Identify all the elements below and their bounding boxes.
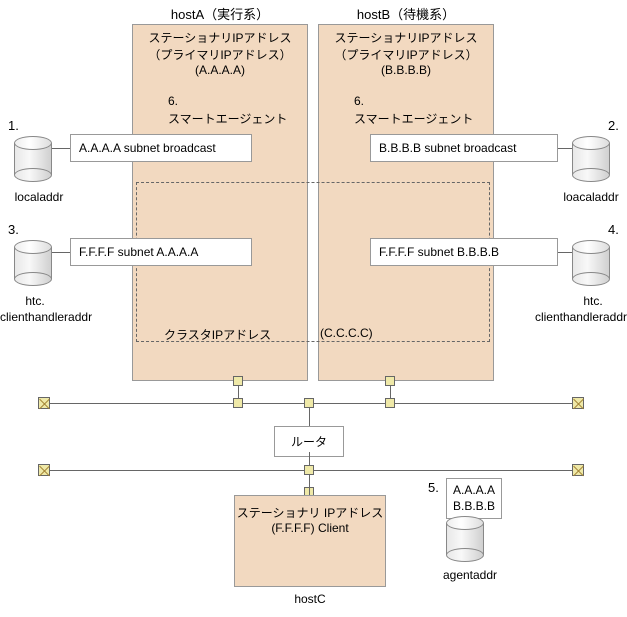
label-localaddr-right: loacaladdr [552,190,627,204]
client-l3: (F.F.F.F) [271,521,314,535]
cylinder-localaddr-left [14,136,52,182]
cylinder-htc-right [572,240,610,286]
cluster-label-left: クラスタIPアドレス [164,326,271,343]
hostB-line1: ステーショナリIPアドレス [319,29,493,46]
conn-hostB-bottom [385,376,395,386]
hostA-smart-text: スマートエージェント [168,110,287,127]
client-l2: IPアドレス [324,506,383,520]
cluster-label-right: (C.C.C.C) [320,326,373,340]
client-l1: ステーショナリ [237,506,321,520]
label-localaddr-left: localaddr [4,190,74,204]
hostA-rect2: F.F.F.F subnet A.A.A.A [70,238,252,266]
link-cyl3 [52,252,70,253]
bus1-conn-router [304,398,314,408]
line-router-up [309,408,310,426]
client-l4: Client [318,521,349,535]
hostA-line3: (A.A.A.A) [133,63,307,77]
num-2: 2. [608,118,619,133]
line-client-up [309,475,310,495]
hostB-line3: (B.B.B.B) [319,63,493,77]
client-box: ステーショナリ IPアドレス (F.F.F.F) Client [234,495,386,587]
bus2-term-right [572,464,584,476]
num-5: 5. [428,480,439,495]
diagram-canvas: { "hostA": { "label": "hostA（実行系）", "lin… [0,0,627,617]
bus1-term-left [38,397,50,409]
hostC-label: hostC [234,592,386,606]
label-htc-left1: htc. [0,294,70,308]
agent-l1: A.A.A.A [453,483,495,499]
hostA-line1: ステーショナリIPアドレス [133,29,307,46]
num-1: 1. [8,118,19,133]
hostA-line2: （プライマリIPアドレス） [133,46,307,63]
hostA-rect1: A.A.A.A subnet broadcast [70,134,252,162]
hostB-smart-num: 6. [354,94,364,108]
link-cyl2 [558,148,572,149]
cylinder-localaddr-right [572,136,610,182]
hostA-label: hostA（実行系） [132,4,308,23]
cylinder-htc-left [14,240,52,286]
hostB-line2: （プライマリIPアドレス） [319,46,493,63]
bus1-conn-A [233,398,243,408]
hostB-smart-text: スマートエージェント [354,110,473,127]
num-4: 4. [608,222,619,237]
cylinder-agentaddr [446,516,484,562]
link-cyl1 [52,148,70,149]
conn-hostA-bottom [233,376,243,386]
hostB-rect1: B.B.B.B subnet broadcast [370,134,558,162]
bus1-conn-B [385,398,395,408]
bus2-conn-router [304,465,314,475]
num-3: 3. [8,222,19,237]
bus2-term-left [38,464,50,476]
agent-l2: B.B.B.B [453,499,495,515]
label-htc-right2: clienthandleraddr [500,310,627,324]
bus1-term-right [572,397,584,409]
hostB-label: hostB（待機系） [318,4,494,23]
label-agentaddr: agentaddr [430,568,510,582]
hostA-smart-num: 6. [168,94,178,108]
agent-box: A.A.A.A B.B.B.B [446,478,502,519]
link-cyl4 [558,252,572,253]
hostB-rect2: F.F.F.F subnet B.B.B.B [370,238,558,266]
label-htc-left2: clienthandleraddr [0,310,126,324]
label-htc-right1: htc. [558,294,627,308]
